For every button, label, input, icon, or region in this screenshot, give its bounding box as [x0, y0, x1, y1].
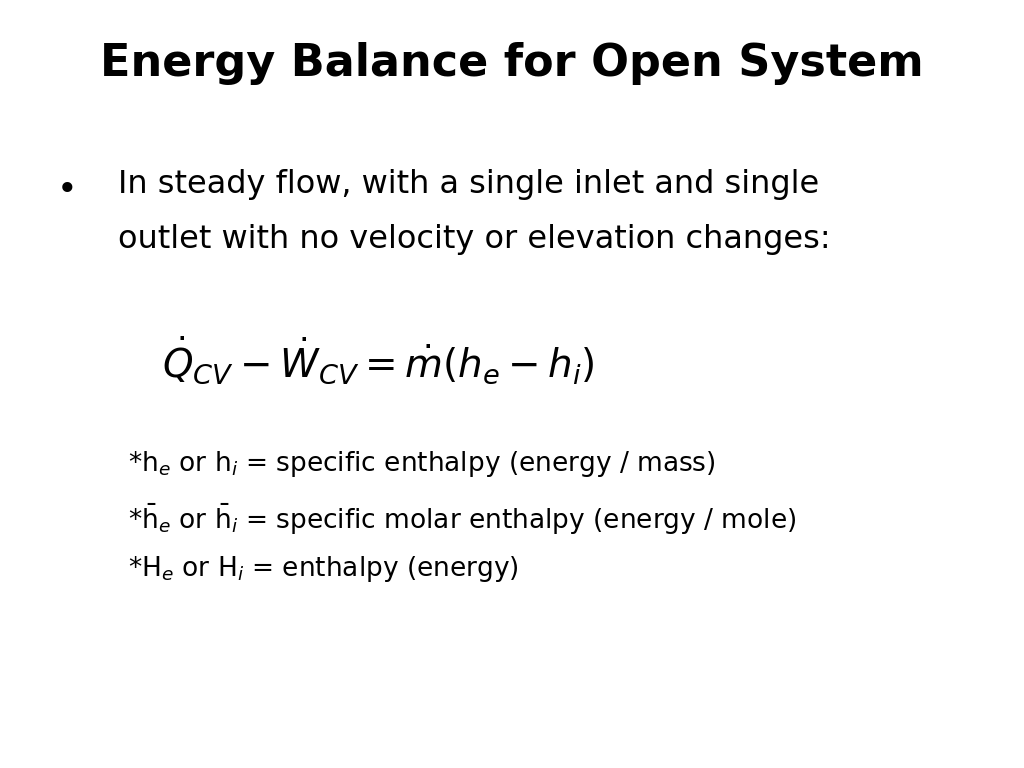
Text: $\dot{Q}_{CV} - \dot{W}_{CV} = \dot{m}(h_e - h_i)$: $\dot{Q}_{CV} - \dot{W}_{CV} = \dot{m}(h… — [163, 334, 595, 386]
Text: Energy Balance for Open System: Energy Balance for Open System — [100, 42, 924, 85]
Text: *$\bar{\mathrm{h}}_e$ or $\bar{\mathrm{h}}_i$ = specific molar enthalpy (energy : *$\bar{\mathrm{h}}_e$ or $\bar{\mathrm{h… — [128, 502, 797, 537]
Text: *h$_e$ or h$_i$ = specific enthalpy (energy / mass): *h$_e$ or h$_i$ = specific enthalpy (ene… — [128, 449, 716, 479]
Text: *H$_e$ or H$_i$ = enthalpy (energy): *H$_e$ or H$_i$ = enthalpy (energy) — [128, 554, 519, 584]
Text: outlet with no velocity or elevation changes:: outlet with no velocity or elevation cha… — [118, 224, 830, 255]
Text: •: • — [56, 173, 77, 207]
Text: In steady flow, with a single inlet and single: In steady flow, with a single inlet and … — [118, 169, 819, 200]
